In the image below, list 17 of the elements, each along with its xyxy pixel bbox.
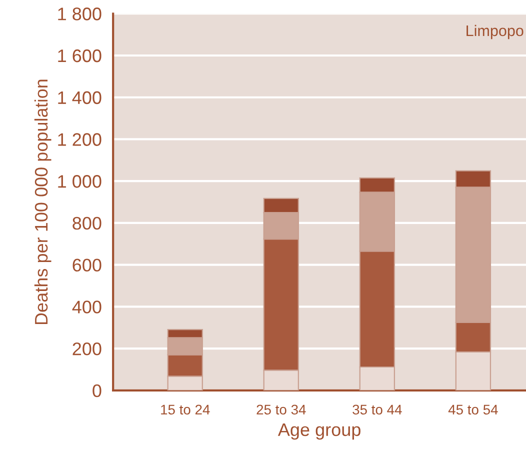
y-tick-label: 1 800 bbox=[58, 8, 102, 20]
y-tick-label: 600 bbox=[72, 258, 102, 272]
y-tick-label: 0 bbox=[92, 384, 102, 398]
y-axis-title: Deaths per 100 000 population bbox=[34, 80, 52, 324]
x-axis-title: Age group bbox=[278, 423, 360, 440]
x-tick-label: 45 to 54 bbox=[448, 404, 498, 415]
y-tick-label: 1 400 bbox=[58, 91, 102, 104]
x-tick-label: 15 to 24 bbox=[161, 404, 210, 415]
annotation: Limpopo bbox=[466, 24, 524, 40]
y-tick-label: 1 200 bbox=[58, 133, 102, 146]
x-tick-label: 35 to 44 bbox=[352, 404, 402, 415]
y-tick-label: 400 bbox=[72, 300, 102, 314]
y-tick-label: 800 bbox=[72, 216, 102, 230]
y-tick-label: 200 bbox=[72, 342, 102, 356]
y-tick-label: 1 600 bbox=[58, 49, 102, 62]
x-tick-label: 25 to 34 bbox=[256, 404, 306, 415]
y-tick-label: 1 000 bbox=[58, 175, 102, 188]
